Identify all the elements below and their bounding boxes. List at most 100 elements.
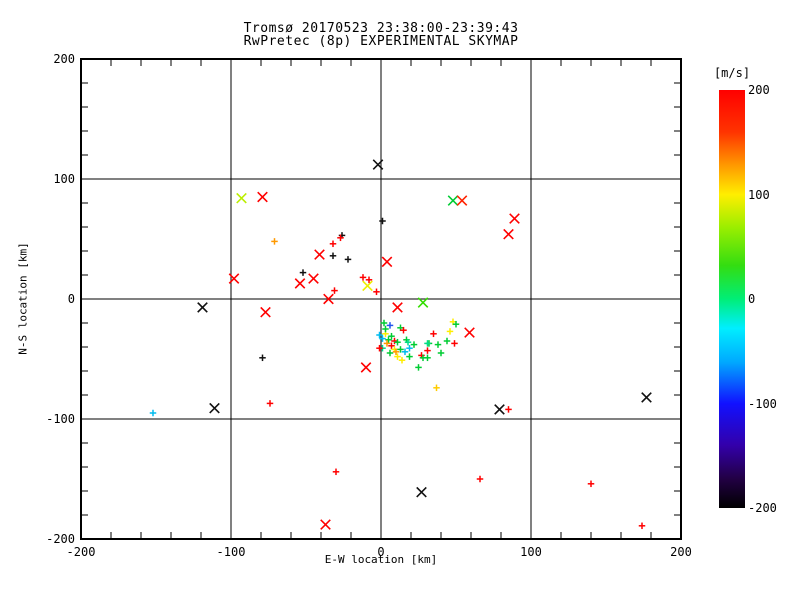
data-point (464, 327, 475, 338)
colorbar-tick-label: 200 (748, 83, 770, 97)
chart-title-block: Tromsø 20170523 23:38:00-23:39:43 RwPret… (81, 22, 681, 48)
data-point (360, 362, 372, 373)
data-point (236, 192, 247, 204)
y-tick-label: 0 (68, 292, 75, 306)
data-point (587, 480, 595, 488)
data-point (443, 337, 451, 345)
y-tick-label: 100 (53, 172, 75, 186)
data-point (434, 341, 442, 348)
colorbar-tick-label: 0 (748, 292, 756, 306)
data-points (149, 159, 652, 530)
data-point (394, 338, 401, 346)
y-axis-label: N-S location [km] (16, 242, 30, 355)
x-axis-label: E-W location [km] (324, 553, 438, 566)
data-point (415, 364, 422, 371)
data-point (401, 348, 409, 356)
data-point (382, 325, 389, 333)
data-point (400, 326, 407, 334)
data-point (410, 341, 418, 348)
y-tick-label: -100 (46, 412, 75, 426)
x-tick-label: -100 (217, 545, 246, 559)
data-point (406, 344, 413, 352)
data-point (228, 273, 240, 284)
data-point (372, 159, 384, 170)
data-point (430, 330, 437, 338)
data-point (331, 287, 338, 294)
y-tick-label: 200 (53, 52, 75, 66)
data-point (503, 228, 514, 240)
data-point (433, 384, 440, 392)
x-tick-label: 100 (520, 545, 542, 559)
tick-labels: -200 -100 0 100 200 200 100 0 -100 -200 (46, 52, 692, 559)
data-point (365, 276, 373, 284)
data-point (209, 402, 220, 414)
colorbar-tick-label: -200 (748, 501, 777, 515)
data-point (509, 213, 520, 224)
data-point (376, 344, 383, 352)
data-point (260, 306, 271, 318)
chart-subtitle: RwPretec (8p) EXPERIMENTAL SKYMAP (243, 34, 519, 49)
data-point (416, 486, 427, 498)
data-point (437, 349, 445, 357)
x-tick-label: -200 (67, 545, 96, 559)
data-point (359, 274, 367, 281)
data-point (424, 354, 431, 362)
data-point (451, 340, 458, 347)
data-point (337, 234, 344, 242)
data-point (452, 320, 460, 328)
data-point (332, 468, 340, 476)
colorbar-tick-label: -100 (748, 396, 777, 411)
data-point (271, 238, 278, 245)
data-point (398, 356, 406, 364)
data-point (456, 195, 468, 206)
data-point (638, 522, 646, 530)
data-point (329, 252, 337, 260)
data-point (386, 349, 394, 357)
data-point (266, 400, 274, 407)
data-point (259, 354, 266, 362)
colorbar-ticks: 200 100 0 -100 -200 (748, 83, 793, 515)
data-point (392, 348, 400, 356)
data-point (376, 331, 383, 339)
x-tick-label: 200 (670, 545, 692, 559)
data-point (388, 332, 395, 340)
data-point (257, 191, 268, 203)
data-point (424, 347, 431, 354)
data-point (308, 273, 319, 284)
data-point (381, 256, 393, 268)
data-point (404, 338, 412, 346)
data-point (314, 249, 325, 260)
data-point (494, 404, 505, 415)
y-tick-label: -200 (46, 532, 75, 546)
data-point (406, 353, 413, 360)
data-point (373, 288, 380, 296)
data-point (385, 336, 392, 344)
data-point (386, 322, 394, 329)
data-point (379, 335, 386, 342)
chart-title: Tromsø 20170523 23:38:00-23:39:43 (243, 21, 519, 36)
data-point (344, 256, 352, 263)
data-point (149, 409, 157, 417)
colorbar-tick-label: 100 (748, 187, 770, 202)
gridlines (81, 59, 681, 539)
data-point (197, 302, 208, 313)
data-point (362, 280, 373, 292)
data-point (641, 392, 652, 403)
data-point (424, 340, 431, 347)
colorbar-unit-label: [m/s] (713, 66, 751, 80)
data-point (379, 217, 386, 225)
data-point (388, 342, 395, 350)
data-point (397, 346, 404, 353)
data-point (380, 319, 388, 327)
data-point (329, 240, 337, 248)
data-point (447, 195, 459, 206)
data-point (294, 278, 306, 289)
data-point (383, 340, 391, 347)
data-point (505, 406, 512, 413)
data-point (323, 293, 334, 305)
data-point (320, 519, 331, 530)
data-point (299, 269, 307, 276)
data-point (394, 353, 401, 360)
